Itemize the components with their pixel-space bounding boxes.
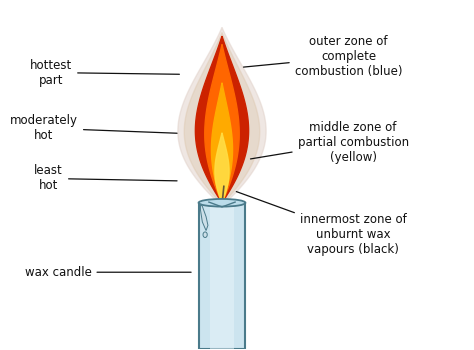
Text: hottest
part: hottest part: [30, 58, 179, 86]
Text: moderately
hot: moderately hot: [10, 114, 177, 142]
Bar: [210, 203, 234, 349]
Polygon shape: [184, 33, 260, 204]
Polygon shape: [195, 36, 249, 203]
Polygon shape: [205, 44, 239, 203]
Text: innermost zone of
unburnt wax
vapours (black): innermost zone of unburnt wax vapours (b…: [237, 191, 407, 256]
Ellipse shape: [203, 232, 207, 238]
Polygon shape: [215, 133, 229, 203]
Text: least
hot: least hot: [34, 164, 177, 193]
Text: outer zone of
complete
combustion (blue): outer zone of complete combustion (blue): [244, 35, 402, 78]
Polygon shape: [178, 27, 266, 206]
Ellipse shape: [199, 199, 246, 206]
Text: middle zone of
partial combustion
(yellow): middle zone of partial combustion (yello…: [250, 120, 409, 163]
Polygon shape: [201, 204, 208, 231]
Polygon shape: [211, 83, 233, 203]
Bar: [199, 203, 246, 349]
Text: wax candle: wax candle: [25, 266, 191, 279]
